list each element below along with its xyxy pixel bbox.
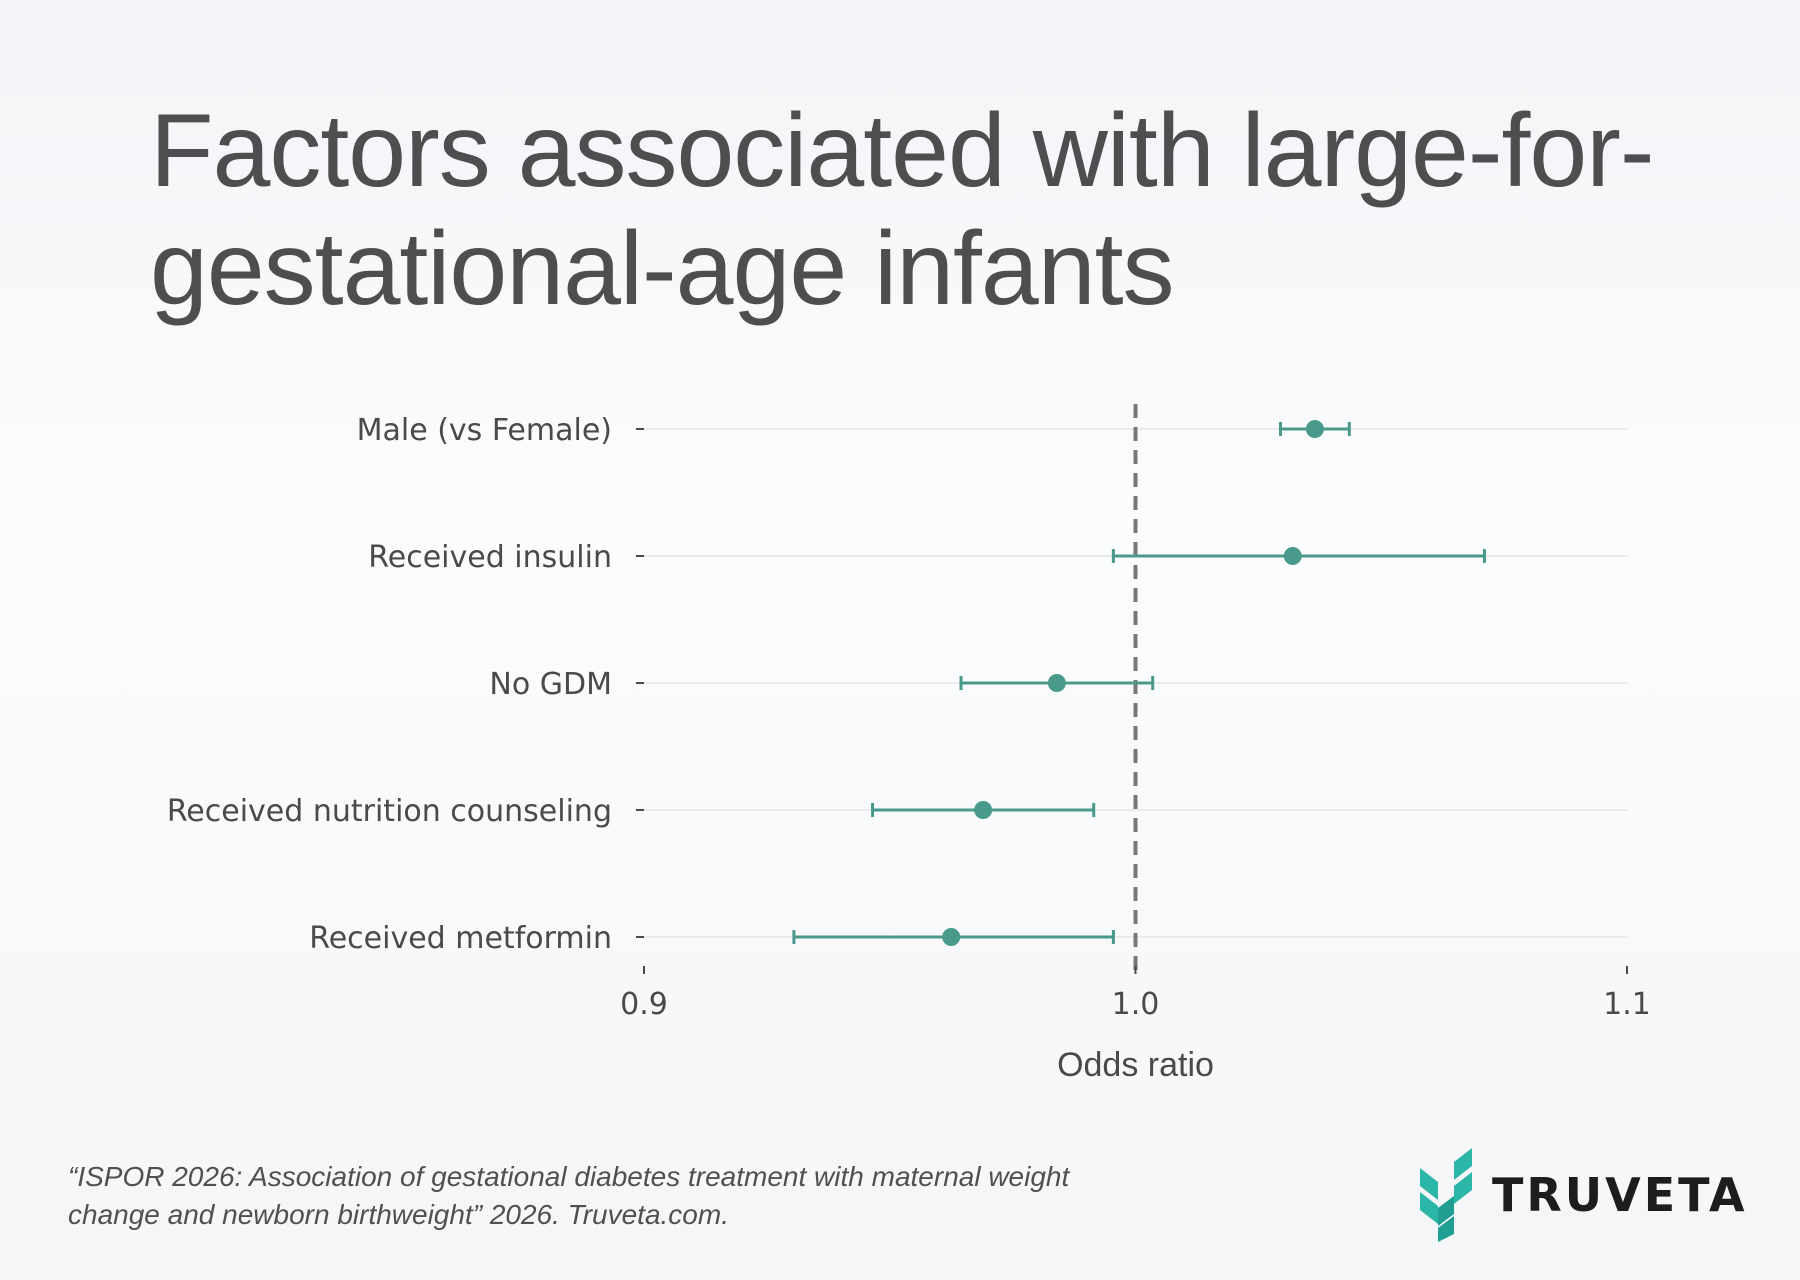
estimate-point [1305,420,1324,438]
estimate-point [942,928,961,946]
citation-note: “ISPOR 2026: Association of gestational … [68,1161,1070,1230]
truveta-logo-text: TRUVETA [1492,1168,1748,1222]
x-axis-label: Odds ratio [1057,1046,1214,1084]
x-tick-label: 1.1 [1603,987,1651,1022]
forest-plot: 0.9 1.0 1.1 Odds ratio Male (vs Female) Rece… [167,404,1651,1084]
category-label: Received nutrition counseling [167,794,612,829]
x-tick-label: 1.0 [1112,987,1160,1022]
page-title: Factors associated with large-for-gestat… [150,93,1654,327]
estimate-point [974,801,993,819]
estimate-point [1283,547,1302,565]
y-axis-labels: Male (vs Female) Received insulin No GDM Re… [167,413,644,956]
category-label: No GDM [489,667,612,702]
x-axis: 0.9 1.0 1.1 Odds ratio [620,966,1651,1084]
estimate-point [1047,674,1066,692]
truveta-logo: TRUVETA [1418,1148,1748,1242]
x-tick-label: 0.9 [620,987,668,1022]
category-label: Male (vs Female) [357,413,612,448]
truveta-logo-mark-icon [1420,1148,1472,1242]
category-label: Received insulin [368,540,612,575]
estimates [792,420,1486,946]
category-label: Received metformin [309,921,612,956]
